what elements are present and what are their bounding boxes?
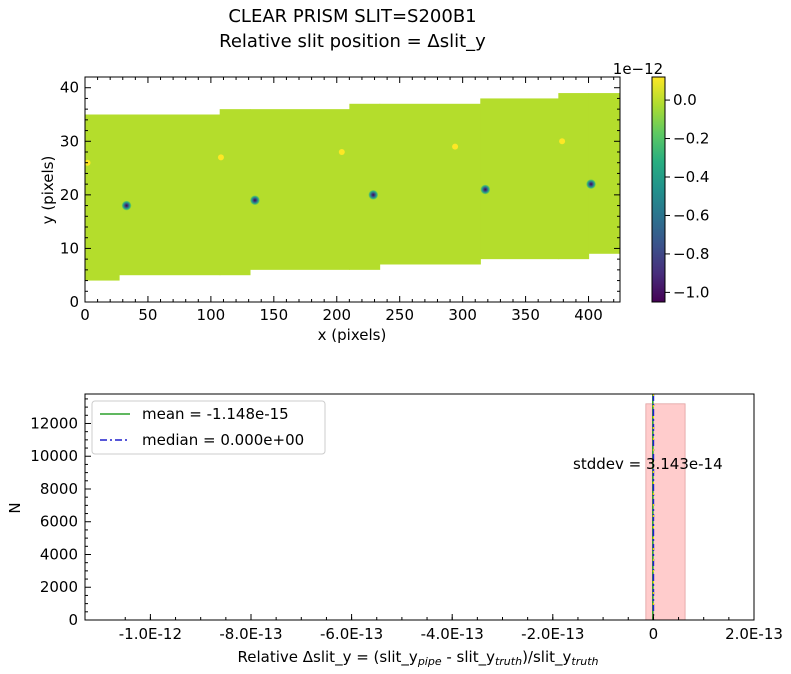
heatmap-x-tick-label: 400: [574, 306, 603, 324]
colorbar: 0.0 −0.2 −0.4 −0.6 −0.8 −1.0 1e−12: [613, 60, 709, 303]
legend-mean-label: mean = -1.148e-15: [142, 405, 289, 423]
histogram-x-tick-label: -4.0E-13: [421, 625, 484, 643]
negative-spot: [586, 179, 597, 190]
heatmap-x-tick-label: 0: [80, 306, 90, 324]
positive-spot: [217, 154, 224, 161]
heatmap-x-tick-label: 300: [448, 306, 477, 324]
negative-spot: [249, 195, 260, 206]
negative-spot: [121, 200, 132, 211]
histogram-x-tick-label: 2.0E-13: [725, 625, 783, 643]
histogram-y-tick-label: 4000: [40, 545, 78, 563]
histogram-y-tick-label: 6000: [40, 513, 78, 531]
histogram-y-tick-label: 2000: [40, 578, 78, 596]
histogram-x-axis-label: Relative Δslit_y = (slit_ypipe - slit_yt…: [238, 648, 599, 668]
legend-median-label: median = 0.000e+00: [142, 431, 304, 449]
slit-segment: [219, 109, 251, 276]
figure-title-line1: CLEAR PRISM SLIT=S200B1: [228, 6, 477, 27]
heatmap-plot-area: [85, 77, 620, 302]
positive-spot: [452, 143, 459, 150]
histogram-panel: -1.0E-12 -8.0E-13 -6.0E-13 -4.0E-13 -2.0E-13…: [6, 393, 783, 668]
figure-title-line2: Relative slit position = Δslit_y: [219, 31, 486, 52]
histogram-axes: -1.0E-12 -8.0E-13 -6.0E-13 -4.0E-13 -2.0E-13…: [30, 393, 783, 643]
heatmap-x-tick-label: 50: [138, 306, 157, 324]
heatmap-y-tick-label: 40: [60, 79, 79, 97]
histogram-bar: [645, 403, 686, 621]
heatmap-x-tick-label: 100: [197, 306, 226, 324]
colorbar-tick-label: −1.0: [673, 283, 709, 301]
positive-spot: [338, 149, 345, 155]
slit-segment: [588, 93, 620, 254]
histogram-y-tick-label: 10000: [30, 447, 78, 465]
heatmap-y-tick-label: 30: [60, 132, 79, 150]
colorbar-ticks: 0.0 −0.2 −0.4 −0.6 −0.8 −1.0: [665, 91, 709, 301]
histogram-x-tick-label: -2.0E-13: [521, 625, 584, 643]
heatmap-x-tick-label: 200: [322, 306, 351, 324]
slit-segment: [249, 109, 350, 270]
negative-spot: [368, 189, 379, 200]
heatmap-y-tick-label: 10: [60, 239, 79, 257]
heatmap-y-axis-label: y (pixels): [39, 156, 57, 225]
heatmap-x-tick-label: 350: [511, 306, 540, 324]
legend-box: [91, 400, 326, 455]
histogram-frame: [84, 393, 755, 621]
heatmap-y-tick-label: 20: [60, 186, 79, 204]
histogram-plot-area: [645, 394, 686, 621]
negative-spot: [480, 184, 491, 195]
histogram-y-tick-label: 12000: [30, 414, 78, 432]
colorbar-tick-label: −0.2: [673, 130, 709, 148]
heatmap-x-tick-label: 150: [260, 306, 289, 324]
colorbar-tick-label: −0.8: [673, 245, 709, 263]
slit-segment: [480, 98, 559, 260]
heatmap-frame: [84, 76, 621, 303]
histogram-x-tick-label: 0: [649, 625, 659, 643]
colorbar-tick-label: −0.4: [673, 168, 709, 186]
histogram-y-axis-label: N: [6, 502, 24, 513]
heatmap-panel: 0 50 100 150 200 250 300 350 400 0 10 20 30 40 x (pix…: [39, 76, 621, 344]
histogram-y-tick-label: 0: [68, 611, 78, 629]
heatmap-y-tick-label: 0: [69, 293, 79, 311]
histogram-x-tick-label: -6.0E-13: [320, 625, 383, 643]
positive-spot: [559, 138, 566, 145]
histogram-x-tick-label: -1.0E-12: [119, 625, 182, 643]
colorbar-tick-label: 0.0: [673, 91, 697, 109]
colorbar-gradient: [651, 76, 666, 303]
histogram-y-tick-label: 8000: [40, 480, 78, 498]
stddev-annotation: stddev = 3.143e-14: [573, 455, 723, 473]
histogram-legend: mean = -1.148e-15 median = 0.000e+00: [91, 400, 326, 455]
slit-segment: [85, 114, 120, 281]
heatmap-x-tick-label: 250: [385, 306, 414, 324]
heatmap-axes: 0 50 100 150 200 250 300 350 400 0 10 20 30 40: [60, 76, 621, 324]
slit-segment: [118, 114, 221, 276]
heatmap-x-axis-label: x (pixels): [318, 326, 387, 344]
slit-segment: [379, 103, 481, 265]
slit-segment: [349, 103, 381, 270]
colorbar-exponent-label: 1e−12: [613, 60, 663, 78]
slit-segment: [558, 93, 590, 260]
histogram-x-tick-label: -8.0E-13: [219, 625, 282, 643]
colorbar-tick-label: −0.6: [673, 206, 709, 224]
